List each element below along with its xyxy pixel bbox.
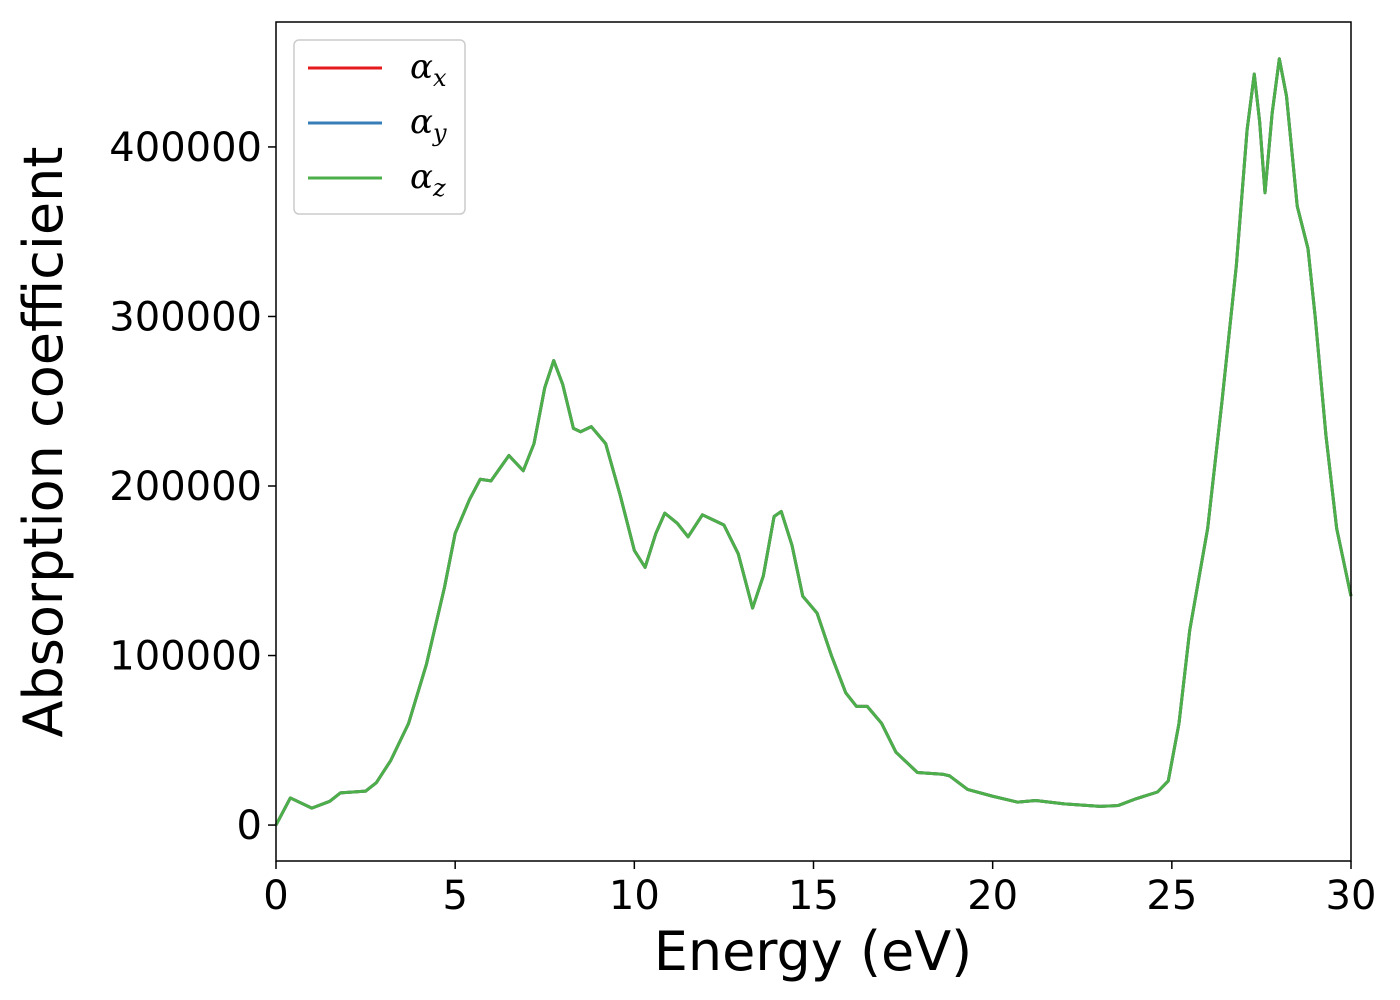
y-tick-label: 0 [237,803,262,849]
y-tick-label: 200000 [109,464,262,510]
line-series [274,57,1353,826]
x-tick-label: 25 [1146,873,1197,919]
legend-box [293,39,466,215]
x-tick-label: 20 [967,873,1018,919]
plot-frame [275,21,1352,862]
x-tick-label: 0 [263,873,288,919]
x-tick-label: 15 [788,873,839,919]
legend-label: αy [410,102,447,147]
x-tick-label: 5 [442,873,467,919]
y-axis-label: Absorption coefficient [12,147,75,738]
y-tick-label: 400000 [109,125,262,171]
legend-label: αx [410,47,447,92]
x-tick-label: 30 [1326,873,1377,919]
x-axis-label: Energy (eV) [654,920,973,983]
x-tick-label: 10 [609,873,660,919]
y-tick-label: 300000 [109,294,262,340]
y-tick-label: 100000 [109,634,262,680]
legend-label: αz [410,157,446,202]
